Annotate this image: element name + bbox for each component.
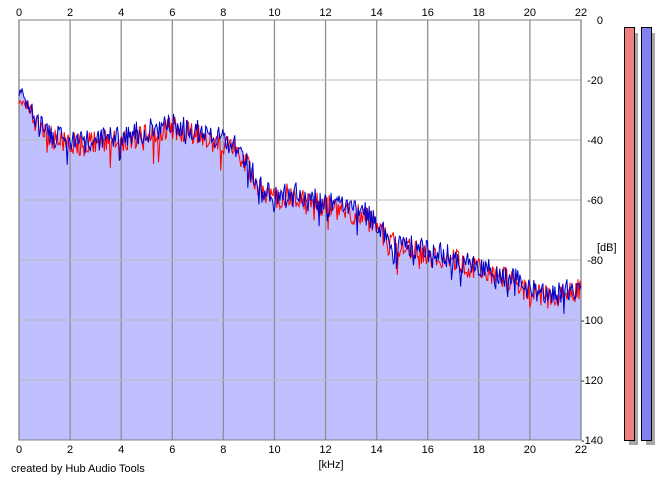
y-tick-label: -20 xyxy=(587,75,603,87)
x-tick-label-top: 6 xyxy=(169,7,175,19)
spectrum-fill xyxy=(19,88,581,441)
chart-grid xyxy=(18,19,582,441)
x-tick-label-top: 20 xyxy=(524,7,536,19)
x-tick-label-bottom: 20 xyxy=(524,444,536,456)
spectrum-fill-area xyxy=(19,88,581,441)
x-tick-label-top: 8 xyxy=(220,7,226,19)
x-tick-label-top: 0 xyxy=(16,7,22,19)
y-tick-label: -80 xyxy=(587,255,603,267)
plot-frame xyxy=(18,19,582,441)
x-tick-label-bottom: 12 xyxy=(319,444,331,456)
x-tick-label-top: 16 xyxy=(422,7,434,19)
x-tick-label-top: 12 xyxy=(319,7,331,19)
credit-text: created by Hub Audio Tools xyxy=(11,463,145,475)
x-tick-label-top: 18 xyxy=(473,7,485,19)
y-axis-label: [dB] xyxy=(597,242,617,254)
spectrum-series xyxy=(18,88,582,314)
x-tick-label-bottom: 16 xyxy=(422,444,434,456)
x-axis-top-ticks: 0 2 4 6 8 10 12 14 16 18 20 22 xyxy=(16,7,587,19)
y-tick-label: -100 xyxy=(581,315,603,327)
x-tick-label-top: 22 xyxy=(575,7,587,19)
y-tick-label: -140 xyxy=(581,435,603,447)
y-tick-label: -120 xyxy=(581,375,603,387)
x-tick-label-top: 10 xyxy=(268,7,280,19)
x-axis-label: [kHz] xyxy=(318,459,343,471)
x-tick-label-bottom: 22 xyxy=(575,444,587,456)
left-channel-meter xyxy=(624,27,635,441)
y-tick-label: 0 xyxy=(597,15,603,27)
y-tick-label: -60 xyxy=(587,195,603,207)
x-tick-label-bottom: 8 xyxy=(220,444,226,456)
x-tick-label-bottom: 18 xyxy=(473,444,485,456)
right-channel-line xyxy=(18,88,582,314)
x-tick-label-bottom: 14 xyxy=(371,444,383,456)
x-tick-label-bottom: 6 xyxy=(169,444,175,456)
x-tick-label-bottom: 10 xyxy=(268,444,280,456)
x-tick-label-top: 4 xyxy=(118,7,124,19)
x-tick-label-top: 2 xyxy=(67,7,73,19)
x-tick-label-bottom: 0 xyxy=(16,444,22,456)
x-tick-label-top: 14 xyxy=(371,7,383,19)
x-axis-bottom-ticks: 0 2 4 6 8 10 12 14 16 18 20 22 xyxy=(16,444,587,456)
y-tick-label: -40 xyxy=(587,135,603,147)
x-tick-label-bottom: 2 xyxy=(67,444,73,456)
right-channel-meter xyxy=(641,27,652,441)
x-tick-label-bottom: 4 xyxy=(118,444,124,456)
y-axis-ticks: 0 -20 -40 -60 -80 -100 -120 -140 xyxy=(581,15,603,447)
